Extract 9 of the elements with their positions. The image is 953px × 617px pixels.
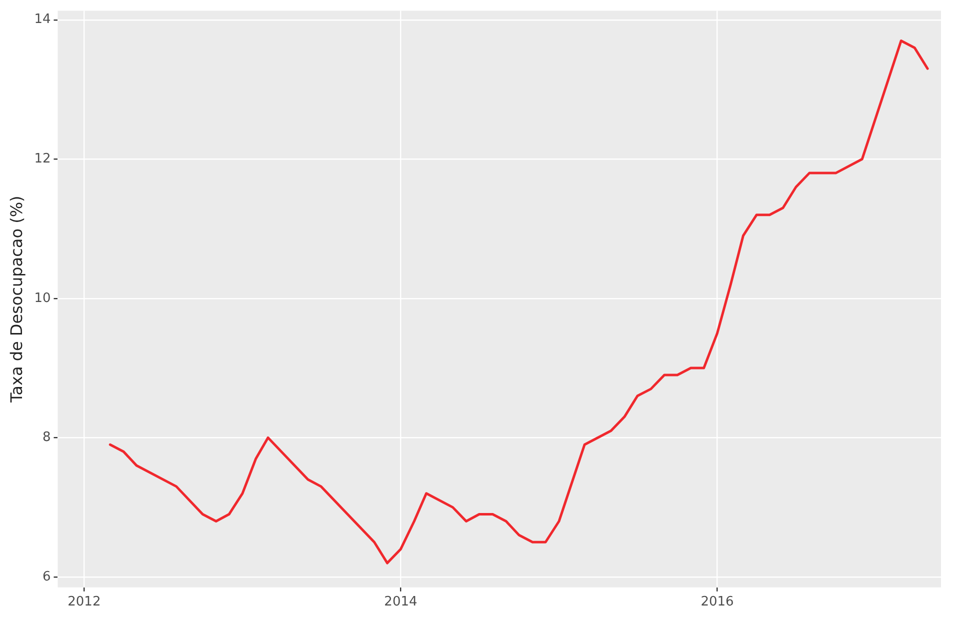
y-tick-label: 12 xyxy=(34,152,51,167)
y-tick-label: 14 xyxy=(34,12,51,28)
x-tick-label: 2014 xyxy=(384,594,418,610)
y-tick-label: 6 xyxy=(42,569,51,584)
x-tick-label: 2016 xyxy=(700,594,734,610)
x-tick-label: 2012 xyxy=(68,594,101,610)
y-axis-title: Taxa de Desocupacao (%) xyxy=(6,196,26,404)
y-tick-label: 10 xyxy=(34,290,51,306)
y-tick-label: 8 xyxy=(42,430,51,446)
